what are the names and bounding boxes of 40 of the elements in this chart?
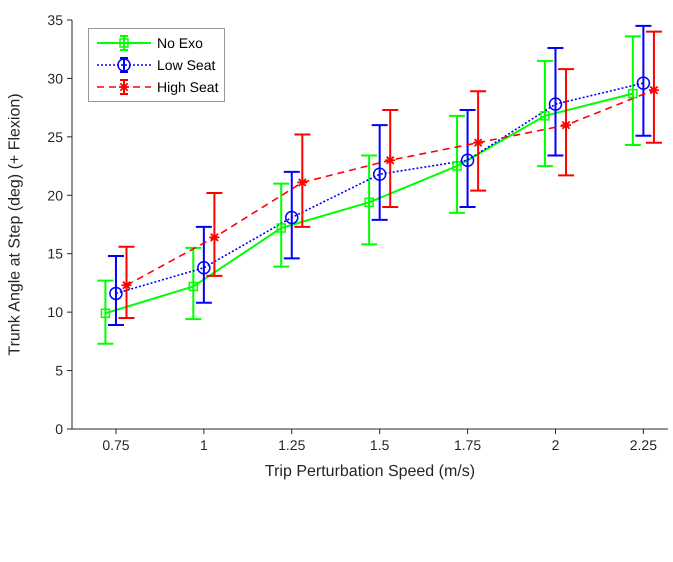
y-tick-label: 10 bbox=[47, 304, 64, 320]
point bbox=[384, 154, 396, 166]
legend-label: No Exo bbox=[157, 35, 203, 51]
y-tick-label: 0 bbox=[55, 420, 64, 437]
y-tick-label: 25 bbox=[47, 128, 64, 145]
point bbox=[472, 136, 484, 149]
point bbox=[372, 168, 386, 181]
point bbox=[636, 76, 650, 90]
point bbox=[540, 111, 550, 121]
point bbox=[548, 97, 562, 111]
point bbox=[109, 286, 123, 300]
y-tick-label: 20 bbox=[47, 187, 64, 204]
x-axis-title: Trip Perturbation Speed (m/s) bbox=[264, 463, 476, 480]
point bbox=[364, 198, 374, 208]
point bbox=[197, 260, 211, 274]
y-tick-label: 5 bbox=[55, 362, 64, 379]
x-tick-label: 1.75 bbox=[454, 436, 482, 453]
y-tick-label: 30 bbox=[47, 70, 64, 86]
point bbox=[276, 223, 286, 233]
point bbox=[560, 119, 572, 132]
legend-label: High Seat bbox=[157, 79, 218, 95]
legend-label: Low Seat bbox=[157, 57, 216, 73]
x-tick-label: 2.25 bbox=[630, 436, 658, 453]
x-tick-label: 2 bbox=[552, 436, 560, 453]
x-tick-label: 1.5 bbox=[370, 436, 390, 453]
y-tick-label: 35 bbox=[47, 12, 64, 28]
point bbox=[296, 176, 308, 188]
point bbox=[100, 308, 110, 318]
point bbox=[460, 153, 474, 167]
point bbox=[208, 231, 220, 244]
point bbox=[452, 161, 462, 171]
y-tick-label: 15 bbox=[47, 246, 64, 262]
x-tick-label: 1.25 bbox=[278, 436, 306, 453]
y-axis-title: Trunk Angle at Step (deg) (+ Flexion) bbox=[6, 93, 24, 356]
x-tick-label: 1 bbox=[200, 436, 208, 453]
point bbox=[648, 84, 660, 96]
point bbox=[628, 88, 638, 98]
point bbox=[285, 210, 299, 224]
x-tick-label: 0.75 bbox=[102, 436, 130, 453]
point bbox=[188, 282, 198, 292]
